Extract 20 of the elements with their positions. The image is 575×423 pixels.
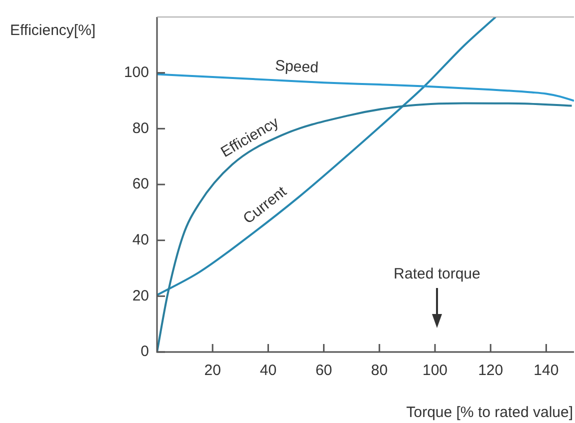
y-tick-label: 100 xyxy=(124,64,149,81)
x-tick-label: 40 xyxy=(260,362,277,380)
y-tick-label: 80 xyxy=(132,120,149,137)
series-label: Speed xyxy=(274,57,319,76)
x-tick-label: 100 xyxy=(422,362,448,380)
annotation: Rated torque xyxy=(394,266,480,283)
x-tick-label: 140 xyxy=(534,362,559,380)
x-axis-title: Torque [% to rated value] xyxy=(406,404,573,421)
y-tick-label: 0 xyxy=(140,343,149,360)
x-tick-label: 120 xyxy=(478,362,504,380)
x-tick-label: 80 xyxy=(371,362,388,380)
y-tick-label: 20 xyxy=(132,287,149,304)
y-axis-title: Efficiency[%] xyxy=(10,22,96,39)
y-tick-label: 60 xyxy=(132,176,149,193)
y-tick-label: 40 xyxy=(132,231,149,248)
line-series xyxy=(157,73,574,102)
x-tick-label: 60 xyxy=(315,362,332,380)
line-series xyxy=(157,102,573,352)
x-tick-label: 20 xyxy=(204,362,221,380)
line-series xyxy=(157,17,497,296)
